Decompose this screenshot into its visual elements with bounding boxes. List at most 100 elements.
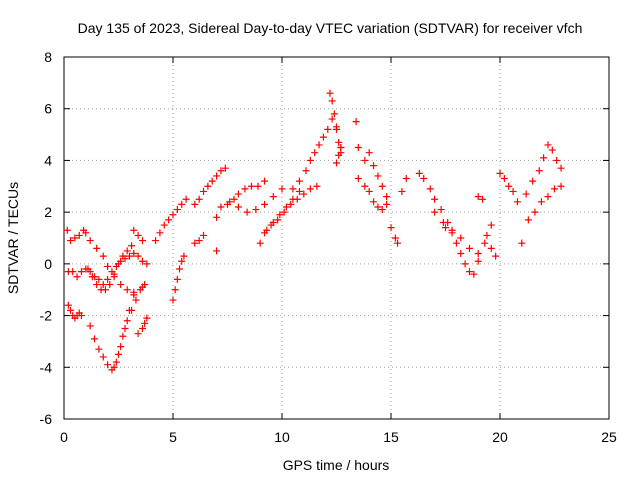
data-point — [300, 190, 308, 198]
data-point — [415, 169, 423, 177]
tick-layer: 0 5 10 15 20 25 -6 -4 -2 0 2 4 6 8 — [40, 49, 617, 445]
data-point — [289, 195, 297, 203]
series-track-j — [191, 164, 229, 208]
y-tick-label: 4 — [44, 152, 52, 168]
data-point — [234, 203, 242, 211]
data-point — [138, 325, 146, 332]
data-point — [204, 182, 212, 190]
data-point — [119, 252, 127, 260]
data-point — [195, 237, 203, 245]
data-point — [99, 353, 107, 361]
data-point — [195, 195, 203, 203]
data-point — [487, 244, 495, 252]
y-tick-label: -2 — [40, 308, 53, 324]
data-point — [295, 187, 303, 195]
data-point — [431, 208, 439, 216]
data-point — [134, 252, 142, 260]
series-track-g — [134, 314, 151, 338]
data-point — [378, 206, 386, 214]
data-point — [99, 252, 107, 260]
data-point — [77, 268, 85, 276]
data-point — [269, 218, 277, 226]
data-point — [86, 237, 94, 245]
data-point — [269, 193, 277, 201]
data-point — [513, 198, 521, 206]
data-point — [247, 182, 255, 190]
y-axis-label: SDTVAR / TECUs — [5, 182, 21, 294]
y-tick-label: 6 — [44, 101, 52, 117]
data-point — [474, 257, 482, 265]
data-point — [134, 231, 142, 239]
data-point — [535, 167, 543, 175]
data-point — [200, 187, 208, 195]
data-point — [125, 252, 133, 260]
data-point — [370, 198, 378, 206]
plot-frame — [63, 56, 610, 420]
data-point — [141, 281, 149, 289]
data-point — [439, 218, 447, 226]
data-point — [474, 193, 482, 201]
series-track-c — [84, 242, 136, 294]
data-point — [115, 260, 122, 268]
data-point — [73, 273, 81, 281]
data-point — [110, 363, 118, 371]
data-point — [391, 234, 399, 242]
x-tick-label: 25 — [601, 429, 617, 445]
data-point — [178, 257, 186, 265]
data-point — [282, 203, 290, 211]
data-point — [295, 177, 303, 185]
data-point — [84, 265, 92, 273]
data-point — [160, 221, 168, 229]
data-point — [67, 237, 75, 245]
data-point — [540, 154, 548, 162]
data-point — [182, 195, 190, 203]
series-track-l — [213, 185, 286, 221]
data-point — [104, 361, 112, 369]
data-point — [93, 281, 101, 289]
data-point — [524, 216, 532, 224]
data-point — [226, 198, 234, 206]
data-point — [252, 206, 260, 214]
data-point — [509, 187, 517, 195]
data-point — [143, 314, 151, 322]
data-point — [461, 260, 469, 268]
grid-layer — [64, 57, 609, 419]
series-track-d — [64, 301, 85, 322]
data-point — [106, 281, 114, 289]
data-point — [191, 200, 199, 208]
data-point — [402, 175, 410, 183]
series-track-v — [431, 208, 495, 258]
data-point — [448, 229, 456, 237]
data-point — [487, 221, 495, 229]
data-point — [531, 208, 539, 216]
x-tick-label: 15 — [383, 429, 399, 445]
data-point — [123, 317, 131, 325]
series-track-aa — [524, 182, 565, 224]
data-point — [354, 175, 362, 183]
data-point — [333, 125, 340, 133]
series-track-w — [442, 224, 482, 278]
data-point — [365, 149, 373, 157]
data-point — [426, 185, 434, 193]
data-point — [176, 265, 184, 273]
data-point — [481, 239, 489, 247]
data-point — [551, 185, 558, 193]
data-point — [217, 203, 225, 211]
data-point — [221, 164, 229, 172]
data-point — [213, 172, 221, 180]
x-tick-label: 20 — [492, 429, 508, 445]
data-point — [544, 193, 552, 201]
series-track-x — [474, 193, 500, 260]
data-point — [234, 190, 242, 198]
data-point — [457, 250, 465, 258]
data-point — [518, 239, 526, 247]
data-point — [93, 244, 101, 252]
data-point — [548, 146, 556, 154]
series-track-i — [169, 252, 188, 304]
data-point — [104, 275, 112, 283]
data-point — [117, 343, 125, 351]
data-layer — [63, 89, 565, 374]
series-track-r — [354, 149, 391, 201]
data-point — [311, 149, 319, 157]
